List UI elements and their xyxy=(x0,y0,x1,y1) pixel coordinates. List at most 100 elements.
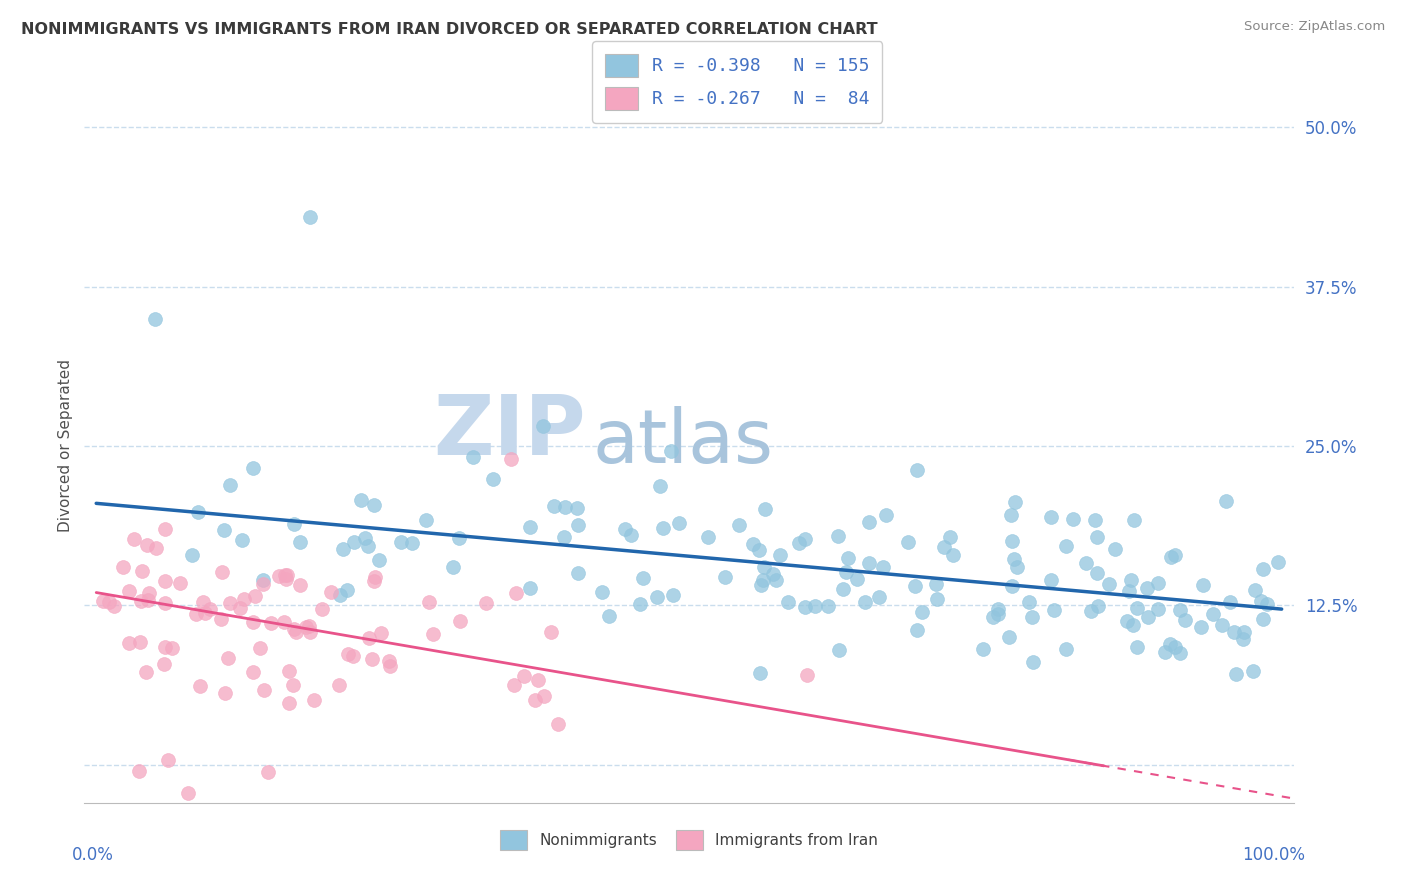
Point xyxy=(794,532,817,546)
Point xyxy=(1241,665,1264,679)
Point xyxy=(328,677,350,691)
Point xyxy=(1040,573,1063,587)
Point xyxy=(311,601,333,615)
Point xyxy=(1001,579,1024,593)
Point xyxy=(1233,624,1256,639)
Point xyxy=(934,540,956,554)
Point xyxy=(295,620,318,634)
Point xyxy=(1164,640,1187,654)
Point xyxy=(131,565,153,579)
Point xyxy=(1147,602,1170,616)
Text: 100.0%: 100.0% xyxy=(1243,846,1306,863)
Point xyxy=(252,576,274,591)
Point xyxy=(1085,566,1108,581)
Point xyxy=(103,599,125,614)
Point xyxy=(342,648,364,663)
Point xyxy=(422,626,444,640)
Point xyxy=(728,517,751,532)
Point xyxy=(252,573,274,587)
Text: atlas: atlas xyxy=(592,406,773,479)
Point xyxy=(872,559,894,574)
Point xyxy=(905,463,928,477)
Point xyxy=(283,517,305,532)
Point xyxy=(1256,597,1278,611)
Point xyxy=(911,605,934,619)
Point xyxy=(257,764,280,779)
Point xyxy=(277,696,299,710)
Point xyxy=(145,541,167,555)
Point xyxy=(299,625,322,640)
Point xyxy=(276,568,298,582)
Point xyxy=(987,607,1010,621)
Point xyxy=(1159,637,1181,651)
Point xyxy=(662,588,685,602)
Point xyxy=(1215,494,1237,508)
Point xyxy=(350,492,373,507)
Point xyxy=(211,612,233,626)
Point xyxy=(513,669,536,683)
Point xyxy=(153,522,176,536)
Point xyxy=(342,534,364,549)
Point xyxy=(547,716,569,731)
Point xyxy=(765,573,787,587)
Point xyxy=(281,678,304,692)
Point xyxy=(274,567,297,582)
Point xyxy=(1040,509,1063,524)
Point xyxy=(751,573,773,587)
Point xyxy=(1160,549,1182,564)
Point xyxy=(260,615,283,630)
Point xyxy=(242,665,264,679)
Point xyxy=(283,622,305,636)
Point xyxy=(218,477,240,491)
Point xyxy=(360,652,382,666)
Point xyxy=(1154,645,1177,659)
Point xyxy=(1080,604,1102,618)
Point xyxy=(214,523,236,537)
Point xyxy=(298,210,321,224)
Point xyxy=(1119,573,1142,587)
Point xyxy=(329,588,352,602)
Point xyxy=(1251,562,1274,576)
Point xyxy=(853,595,876,609)
Point xyxy=(981,610,1004,624)
Point xyxy=(748,542,770,557)
Point xyxy=(124,533,146,547)
Point xyxy=(789,535,811,549)
Point xyxy=(904,579,927,593)
Point xyxy=(97,595,120,609)
Point xyxy=(804,599,827,614)
Point xyxy=(794,599,817,614)
Point xyxy=(449,614,471,628)
Point xyxy=(211,566,233,580)
Point xyxy=(219,596,242,610)
Point xyxy=(363,574,385,588)
Point xyxy=(827,528,849,542)
Point xyxy=(553,530,575,544)
Point xyxy=(377,655,399,669)
Point xyxy=(193,594,215,608)
Point xyxy=(1098,577,1121,591)
Point xyxy=(447,532,470,546)
Point xyxy=(243,589,266,603)
Point xyxy=(135,665,157,679)
Point xyxy=(749,666,772,681)
Point xyxy=(1002,552,1025,566)
Point xyxy=(1170,646,1192,660)
Point xyxy=(1223,624,1246,639)
Point xyxy=(987,602,1010,616)
Point xyxy=(527,673,550,688)
Point xyxy=(714,570,737,584)
Point xyxy=(461,450,484,464)
Point xyxy=(249,641,271,656)
Point xyxy=(415,512,437,526)
Point xyxy=(242,615,264,629)
Point xyxy=(531,419,554,434)
Point xyxy=(370,625,392,640)
Point xyxy=(441,559,464,574)
Point xyxy=(1104,541,1126,556)
Point xyxy=(1192,578,1215,592)
Point xyxy=(117,583,139,598)
Point xyxy=(1076,556,1098,570)
Point xyxy=(905,623,928,637)
Point xyxy=(543,499,565,513)
